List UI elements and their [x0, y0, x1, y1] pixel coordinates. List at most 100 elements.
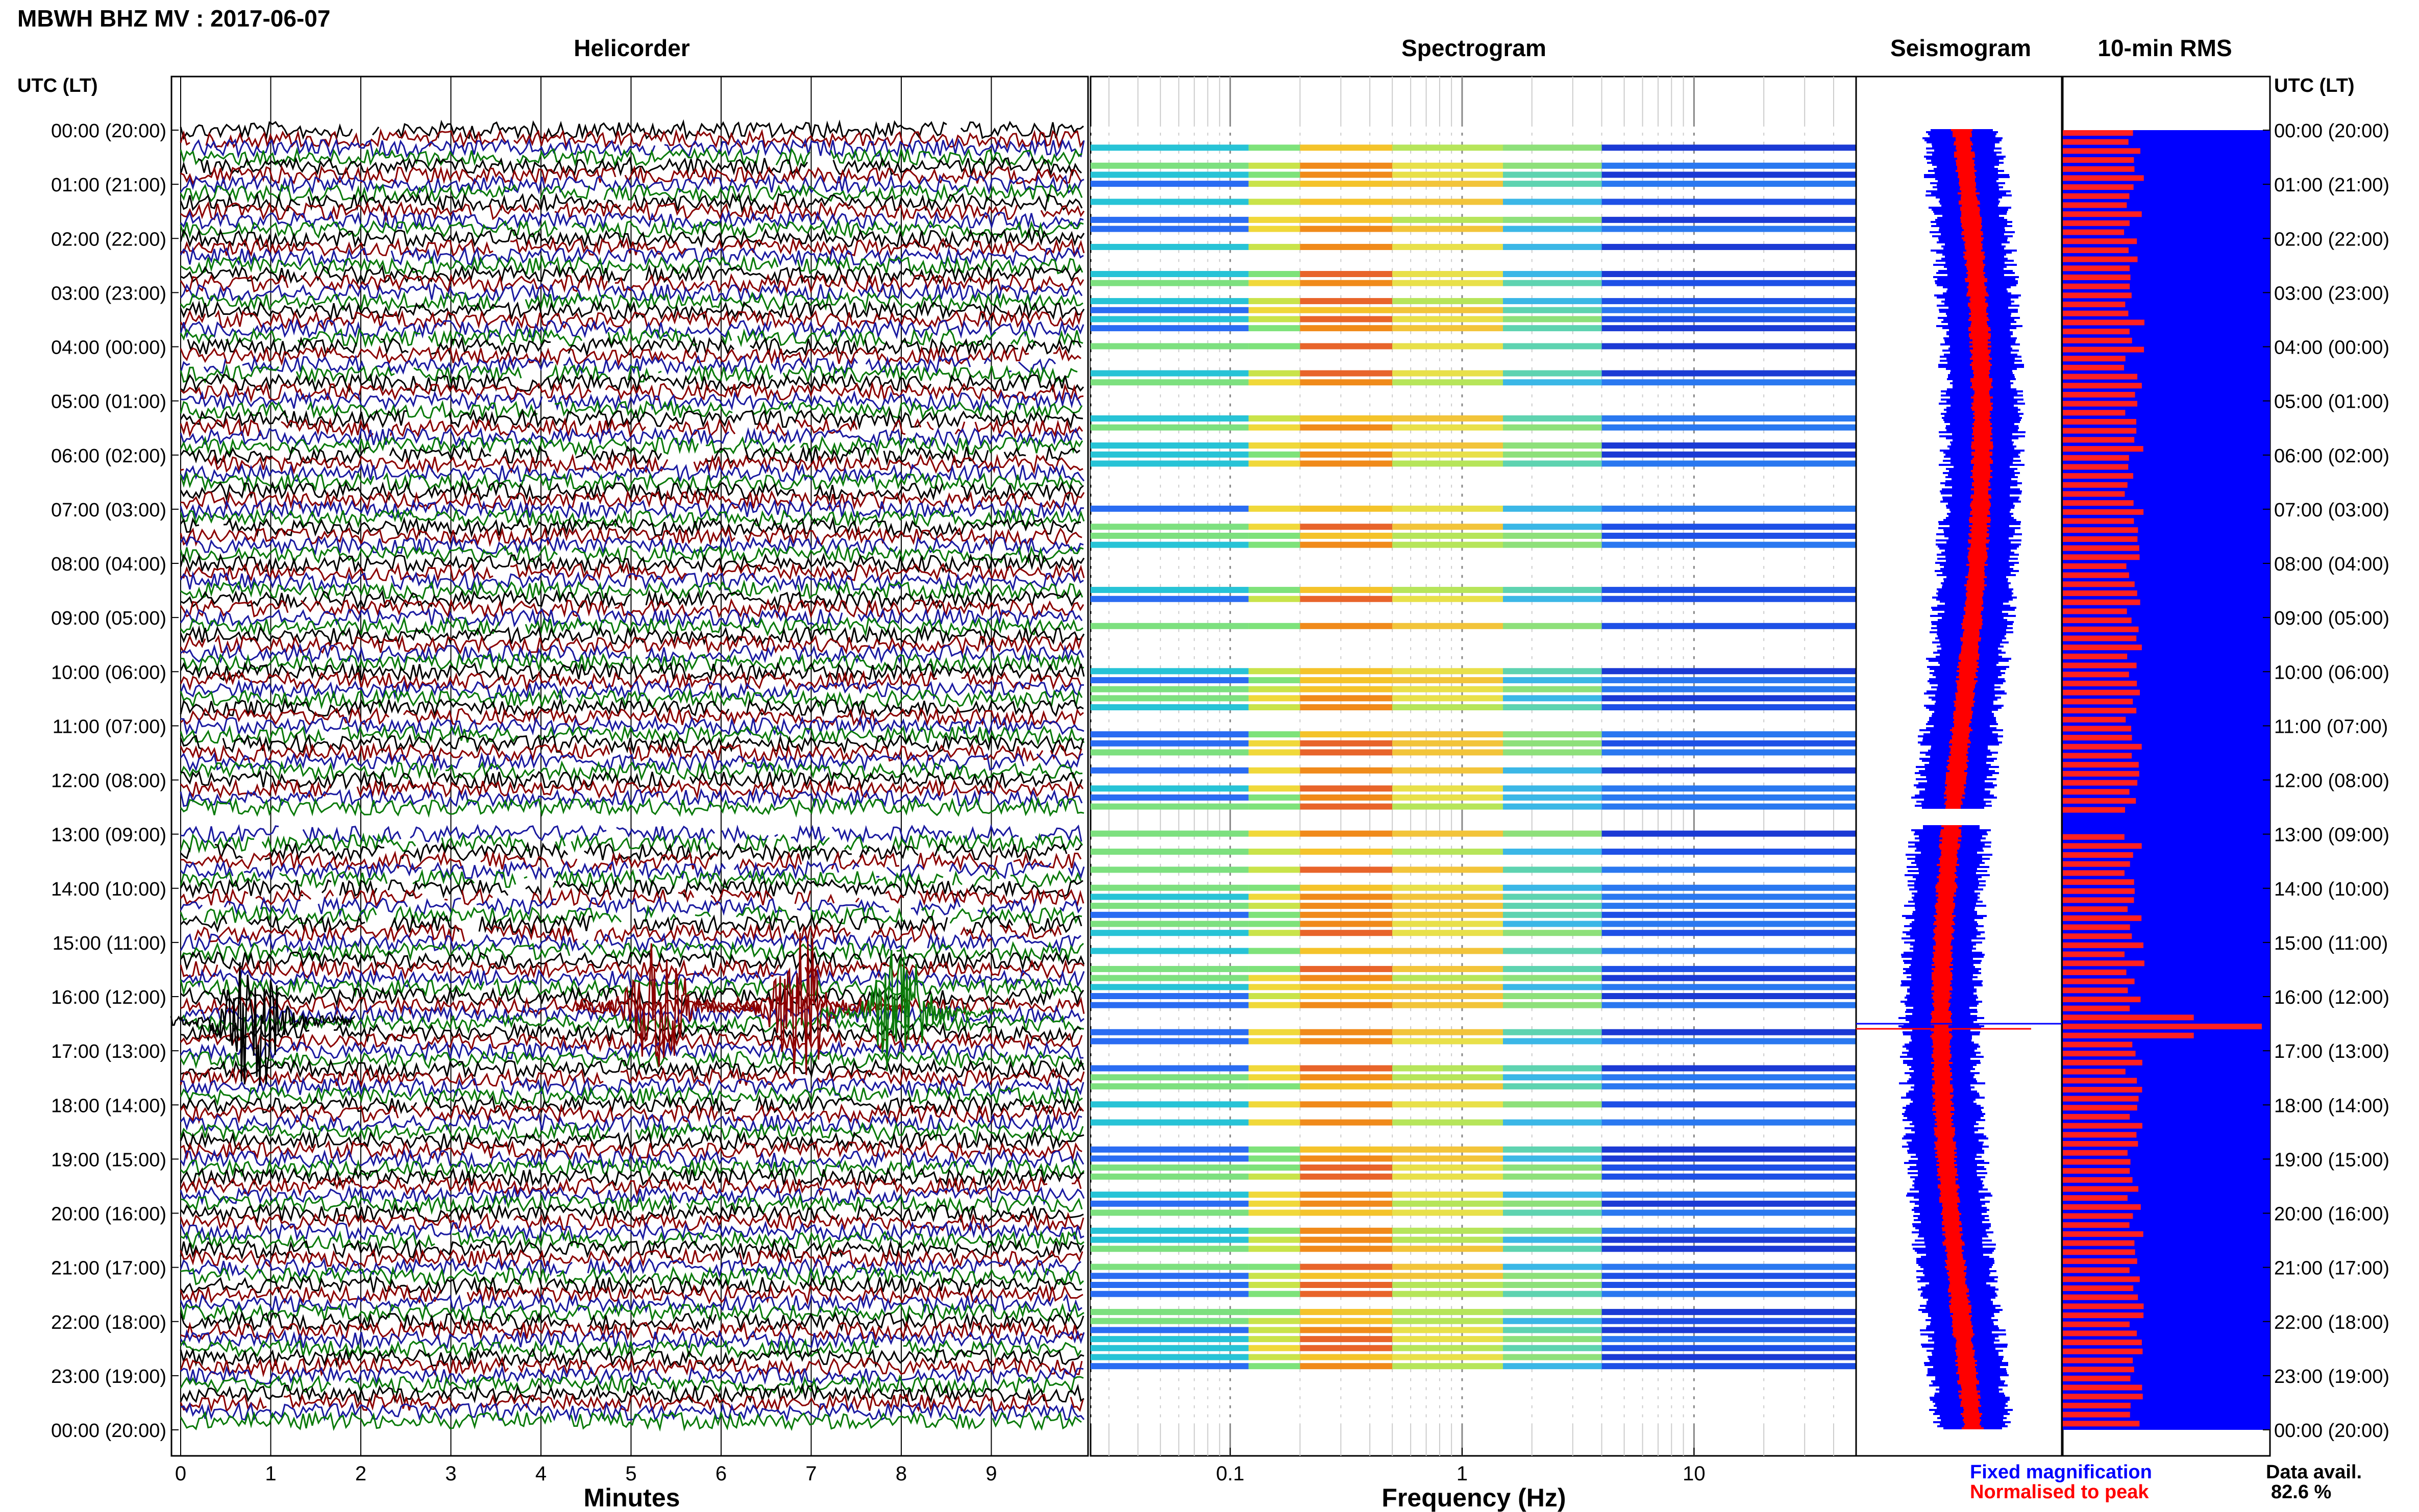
rms-bar [2063, 1213, 2133, 1219]
spectrum-strip [1248, 921, 1300, 927]
spectrum-strip [1248, 830, 1300, 837]
spectrum-strip [1601, 911, 1856, 918]
spectrum-strip [1248, 478, 1300, 485]
trace-line [180, 1058, 1085, 1080]
time-tick-label: 02:00 (22:00) [2274, 229, 2389, 250]
spectrum-strip [1392, 262, 1503, 268]
spectrum-strip [1392, 415, 1503, 422]
spectrum-strip [1300, 343, 1393, 350]
spectrum-strip [1502, 1291, 1602, 1297]
spectrum-strip [1091, 713, 1249, 720]
spectrum-strip [1248, 740, 1300, 747]
spectrum-strip [1248, 154, 1300, 160]
spectrum-strip [1091, 1300, 1249, 1306]
minute-tick-label: 4 [535, 1463, 547, 1485]
spectrum-strip [1248, 415, 1300, 422]
spectrum-strip [1392, 1408, 1503, 1415]
trace-line [187, 336, 1082, 358]
spectrum-strip [1248, 181, 1300, 187]
spectrum-strip [1502, 216, 1602, 223]
spectrum-strip [1300, 199, 1393, 205]
spectrum-strip [1091, 668, 1249, 675]
trace-line [180, 860, 1085, 881]
seismogram-normalised [1930, 129, 1993, 1429]
spectrum-strip [1300, 541, 1393, 548]
rms-bar [2063, 987, 2128, 994]
rms-bar [2063, 1150, 2128, 1156]
spectrum-strip [1601, 1128, 1856, 1135]
spectrum-strip [1300, 1128, 1393, 1135]
spectrum-strip [1502, 1399, 1602, 1405]
time-tick-label: 11:00 (07:00) [2274, 716, 2388, 737]
spectrum-strip [1392, 1381, 1503, 1387]
spectrum-strip [1392, 316, 1503, 323]
spectrum-strip [1300, 605, 1393, 611]
spectrum-strip [1502, 361, 1602, 367]
spectrum-strip [1300, 803, 1393, 810]
spectrum-strip [1392, 722, 1503, 729]
rms-bar [2063, 662, 2137, 668]
spectrum-strip [1502, 253, 1602, 259]
spectrum-strip [1300, 298, 1393, 305]
spectrum-strip [1248, 984, 1300, 990]
spectrum-strip [1091, 776, 1249, 783]
spectrum-strip [1601, 1282, 1856, 1288]
spectrum-strip [1502, 208, 1602, 214]
spectrum-strip [1502, 144, 1602, 151]
time-tick-label: 21:00 (17:00) [51, 1258, 166, 1279]
spectrum-strip [1392, 253, 1503, 259]
rms-bar [2063, 302, 2126, 308]
spectrum-strip [1300, 921, 1393, 927]
spectrum-strip [1248, 1417, 1300, 1424]
rms-bar [2063, 275, 2131, 280]
rms-bar [2063, 1276, 2140, 1282]
spectrum-strip [1248, 334, 1300, 340]
trace-line [180, 1148, 1084, 1170]
rms-bar [2063, 726, 2132, 732]
spectrum-strip [1091, 514, 1249, 521]
spectrum-strip [1502, 731, 1602, 738]
spectrum-strip [1091, 442, 1249, 449]
rms-bar [2063, 1367, 2134, 1373]
time-tick-label: 01:00 (21:00) [2274, 175, 2389, 196]
spectrum-strip [1091, 325, 1249, 332]
spectrum-strip [1502, 478, 1602, 485]
spectrum-strip [1091, 1083, 1249, 1089]
spectrum-strip [1502, 181, 1602, 187]
spectrum-strip [1502, 524, 1602, 530]
spectrum-strip [1300, 469, 1393, 476]
spectrum-strip [1091, 641, 1249, 648]
spectrum-strip [1091, 1164, 1249, 1171]
spectrum-strip [1392, 1236, 1503, 1243]
spectrum-strip [1392, 1399, 1503, 1405]
spectrum-strip [1601, 1173, 1856, 1180]
spectrum-strip [1502, 1309, 1602, 1316]
rms-bar [2063, 680, 2137, 686]
rms-bar [2063, 1069, 2126, 1075]
rms-bar [2063, 879, 2134, 885]
spectrum-strip [1601, 957, 1856, 963]
spectrum-strip [1601, 460, 1856, 467]
spectrum-strip [1091, 578, 1249, 584]
spectrum-strip [1502, 839, 1602, 846]
time-tick-label: 08:00 (04:00) [2274, 554, 2389, 575]
spectrum-strip [1502, 1137, 1602, 1144]
spectrum-strip [1091, 135, 1249, 142]
rms-bar [2063, 735, 2132, 741]
spectrum-strip [1300, 1354, 1393, 1360]
spectrum-strip [1300, 370, 1393, 377]
spectrum-strip [1091, 876, 1249, 882]
spectrum-strip [1248, 442, 1300, 449]
spectrum-strip [1601, 253, 1856, 259]
spectrum-strip [1601, 316, 1856, 323]
spectrum-strip [1392, 767, 1503, 774]
rms-bar [2063, 978, 2135, 984]
trace-line [180, 904, 1082, 926]
spectrum-strip [1392, 1254, 1503, 1261]
spectrum-strip [1300, 208, 1393, 214]
spectrum-strip [1502, 505, 1602, 512]
spectrum-strip [1248, 1300, 1300, 1306]
spectrum-strip [1091, 469, 1249, 476]
spectrum-strip [1601, 497, 1856, 503]
spectrum-strip [1300, 1092, 1393, 1099]
